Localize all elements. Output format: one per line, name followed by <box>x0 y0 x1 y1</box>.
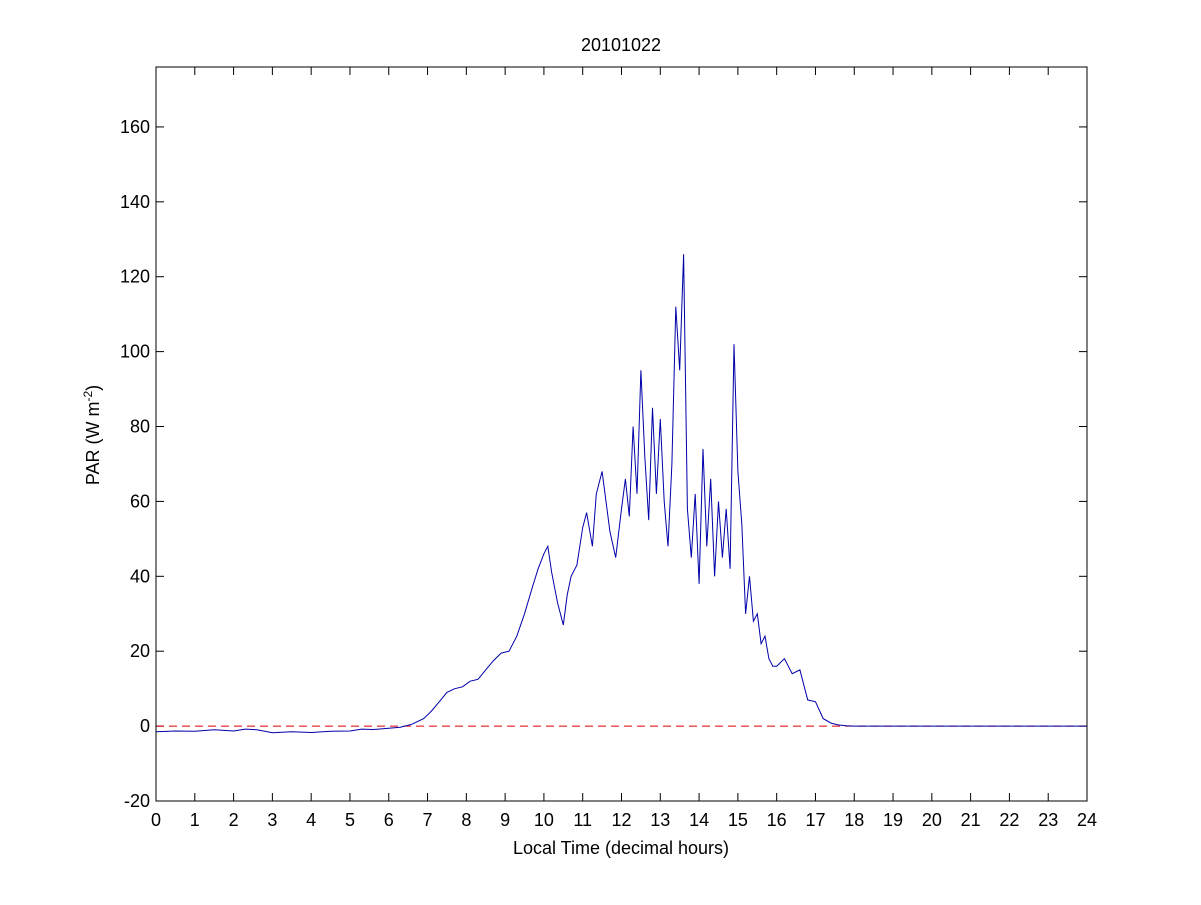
x-tick-label: 18 <box>844 810 864 830</box>
x-axis-label: Local Time (decimal hours) <box>513 838 729 858</box>
x-tick-label: 20 <box>922 810 942 830</box>
y-tick-label: 120 <box>120 267 150 287</box>
x-tick-label: 10 <box>534 810 554 830</box>
x-tick-label: 12 <box>611 810 631 830</box>
y-tick-label: 20 <box>130 641 150 661</box>
x-tick-label: 11 <box>573 810 592 830</box>
x-tick-label: 17 <box>805 810 825 830</box>
x-tick-label: 8 <box>461 810 471 830</box>
x-tick-label: 14 <box>689 810 709 830</box>
y-axis-ticks: -20 0 20 40 60 80 100 120 140 160 <box>120 117 1087 811</box>
x-axis-ticks: 0 1 2 3 4 5 6 7 8 9 10 11 12 13 14 15 16 17 18 19 20 21 22 23 24 <box>151 67 1097 830</box>
x-tick-label: 2 <box>229 810 239 830</box>
x-tick-label: 24 <box>1077 810 1097 830</box>
x-tick-label: 21 <box>961 810 981 830</box>
y-axis-label: PAR (W m-2) <box>81 385 103 485</box>
x-tick-label: 15 <box>728 810 748 830</box>
y-axis-label-suffix: ) <box>83 385 103 391</box>
x-tick-label: 7 <box>423 810 433 830</box>
x-tick-label: 16 <box>767 810 787 830</box>
x-tick-label: 5 <box>345 810 355 830</box>
y-axis-label-superscript: -2 <box>81 391 95 402</box>
y-tick-label: 140 <box>120 192 150 212</box>
y-tick-label: 100 <box>120 342 150 362</box>
y-tick-label: 160 <box>120 117 150 137</box>
y-tick-label: 60 <box>130 491 150 511</box>
x-tick-label: 4 <box>306 810 316 830</box>
x-tick-label: 19 <box>883 810 903 830</box>
series-line-par <box>155 254 1087 734</box>
y-axis-label-text: PAR (W m <box>83 402 103 486</box>
x-tick-label: 9 <box>500 810 510 830</box>
x-tick-label: 1 <box>190 810 200 830</box>
chart-title: 20101022 <box>581 35 661 55</box>
y-tick-label: -20 <box>124 791 150 811</box>
y-tick-label: 40 <box>130 566 150 586</box>
axes-frame <box>155 66 1088 802</box>
y-tick-label: 80 <box>130 417 150 437</box>
x-tick-label: 0 <box>151 810 161 830</box>
x-tick-label: 3 <box>267 810 277 830</box>
x-tick-label: 23 <box>1038 810 1058 830</box>
x-tick-label: 22 <box>999 810 1019 830</box>
y-tick-label: 0 <box>140 716 150 736</box>
x-tick-label: 6 <box>384 810 394 830</box>
x-tick-label: 13 <box>650 810 670 830</box>
